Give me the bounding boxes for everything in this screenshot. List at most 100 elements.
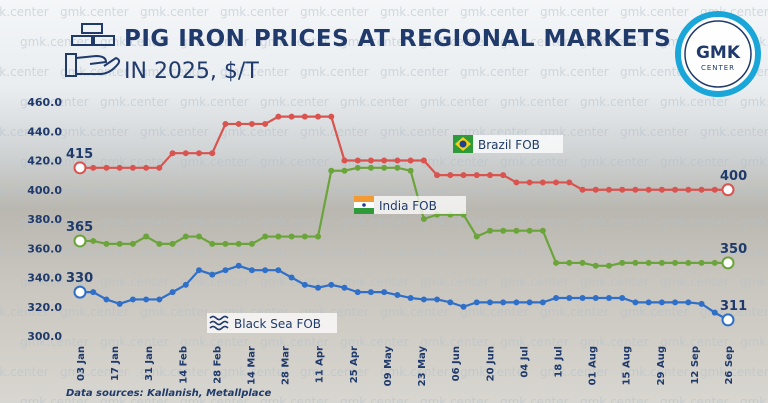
watermark-text: gmk.center bbox=[460, 5, 529, 19]
watermark-text: gmk.center bbox=[660, 95, 729, 109]
watermark-text: gmk.center bbox=[140, 5, 209, 19]
series-end-label: 350 bbox=[720, 242, 747, 257]
data-point bbox=[447, 172, 454, 179]
watermark-text: gmk.center bbox=[620, 245, 689, 259]
watermark-text: gmk.center bbox=[500, 395, 569, 403]
data-point bbox=[553, 179, 560, 186]
watermark-layer: gmk.center gmk.center gmk.center gmk.center… bbox=[0, 5, 768, 403]
watermark-text: gmk.center bbox=[0, 185, 49, 199]
series-start-label: 330 bbox=[66, 271, 93, 286]
x-tick-label: 04 Jul bbox=[519, 346, 530, 378]
watermark-text: gmk.center bbox=[60, 5, 129, 19]
watermark-text: gmk.center bbox=[140, 65, 209, 79]
watermark-text: gmk.center bbox=[380, 185, 449, 199]
data-point bbox=[579, 186, 586, 193]
data-point bbox=[381, 289, 388, 296]
watermark-text: gmk.center bbox=[180, 155, 249, 169]
data-point bbox=[248, 267, 255, 274]
data-point bbox=[619, 294, 626, 301]
watermark-text: gmk.center bbox=[740, 155, 768, 169]
legend-brazil: Brazil FOB bbox=[453, 135, 563, 153]
y-tick-label: 320.0 bbox=[27, 301, 62, 314]
series-layer bbox=[73, 113, 735, 327]
watermark-text: gmk.center bbox=[620, 5, 689, 19]
series-end-label: 400 bbox=[720, 169, 747, 184]
data-point bbox=[407, 167, 414, 174]
data-point bbox=[367, 157, 374, 164]
data-point bbox=[698, 186, 705, 193]
watermark-text: gmk.center bbox=[460, 305, 529, 319]
watermark-text: gmk.center bbox=[740, 215, 768, 229]
data-point bbox=[248, 240, 255, 247]
data-point bbox=[473, 172, 480, 179]
data-point bbox=[182, 233, 189, 240]
watermark-text: gmk.center bbox=[500, 275, 569, 289]
data-point bbox=[90, 289, 97, 296]
data-point bbox=[209, 150, 216, 157]
watermark-text: gmk.center bbox=[540, 5, 609, 19]
data-point bbox=[658, 186, 665, 193]
data-point bbox=[420, 216, 427, 222]
legend-blacksea: Black Sea FOB bbox=[207, 313, 337, 333]
data-point bbox=[460, 303, 467, 310]
watermark-text: gmk.center bbox=[220, 65, 289, 79]
data-point bbox=[262, 267, 269, 274]
data-point bbox=[632, 299, 639, 306]
data-point bbox=[698, 300, 705, 307]
gmk-center-logo: GMK CENTER bbox=[675, 11, 761, 97]
y-tick-label: 300.0 bbox=[27, 330, 62, 343]
watermark-text: gmk.center bbox=[300, 125, 369, 139]
data-point bbox=[513, 179, 520, 186]
data-point bbox=[486, 299, 493, 306]
watermark-text: gmk.center bbox=[340, 395, 409, 403]
data-point bbox=[315, 233, 322, 240]
data-point bbox=[500, 299, 507, 306]
data-point bbox=[579, 259, 586, 266]
x-tick-label: 11 Apr bbox=[315, 346, 326, 383]
x-tick-label: 09 May bbox=[383, 346, 394, 387]
watermark-text: gmk.center bbox=[580, 155, 649, 169]
watermark-text: gmk.center bbox=[0, 65, 49, 79]
watermark-text: gmk.center bbox=[140, 305, 209, 319]
watermark-text: gmk.center bbox=[460, 65, 529, 79]
data-point bbox=[288, 233, 295, 240]
watermark-text: gmk.center bbox=[300, 5, 369, 19]
data-point bbox=[685, 259, 692, 266]
data-point bbox=[169, 150, 176, 157]
watermark-text: gmk.center bbox=[500, 335, 569, 349]
data-point bbox=[275, 113, 282, 120]
watermark-text: gmk.center bbox=[660, 395, 729, 403]
watermark-text: gmk.center bbox=[340, 275, 409, 289]
x-tick-label: 15 Aug bbox=[622, 346, 633, 385]
watermark-text: gmk.center bbox=[380, 305, 449, 319]
data-point bbox=[235, 240, 242, 247]
data-point bbox=[169, 240, 176, 247]
data-point bbox=[209, 271, 216, 278]
watermark-text: gmk.center bbox=[260, 395, 329, 403]
watermark-text: gmk.center bbox=[700, 365, 768, 379]
data-point bbox=[645, 299, 652, 306]
data-point bbox=[315, 284, 322, 291]
data-point bbox=[222, 267, 229, 274]
data-point bbox=[645, 259, 652, 266]
watermark-text: gmk.center bbox=[660, 275, 729, 289]
data-point bbox=[275, 233, 282, 240]
data-point bbox=[341, 167, 348, 174]
data-point bbox=[632, 186, 639, 193]
data-point bbox=[500, 227, 507, 234]
data-point bbox=[182, 281, 189, 288]
x-tick-label: 25 Apr bbox=[349, 346, 360, 383]
data-point bbox=[566, 179, 573, 186]
data-point bbox=[262, 120, 269, 127]
data-point bbox=[553, 294, 560, 301]
data-point bbox=[182, 150, 189, 157]
watermark-text: gmk.center bbox=[420, 35, 489, 49]
watermark-text: gmk.center bbox=[20, 275, 89, 289]
data-point bbox=[301, 281, 308, 288]
y-tick-label: 460.0 bbox=[27, 96, 62, 109]
logo-subtext: CENTER bbox=[701, 64, 735, 72]
watermark-text: gmk.center bbox=[460, 185, 529, 199]
watermark-text: gmk.center bbox=[300, 245, 369, 259]
